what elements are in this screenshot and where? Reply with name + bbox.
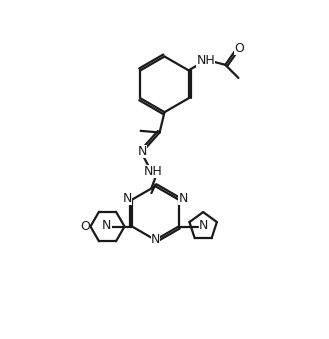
Text: NH: NH — [144, 165, 163, 178]
Text: O: O — [80, 220, 90, 233]
Text: N: N — [151, 234, 160, 246]
Text: N: N — [138, 145, 147, 158]
Text: N: N — [102, 219, 112, 232]
Text: N: N — [123, 192, 132, 205]
Text: O: O — [235, 42, 244, 55]
Text: N: N — [199, 219, 209, 232]
Text: NH: NH — [196, 54, 215, 67]
Text: N: N — [179, 192, 188, 205]
